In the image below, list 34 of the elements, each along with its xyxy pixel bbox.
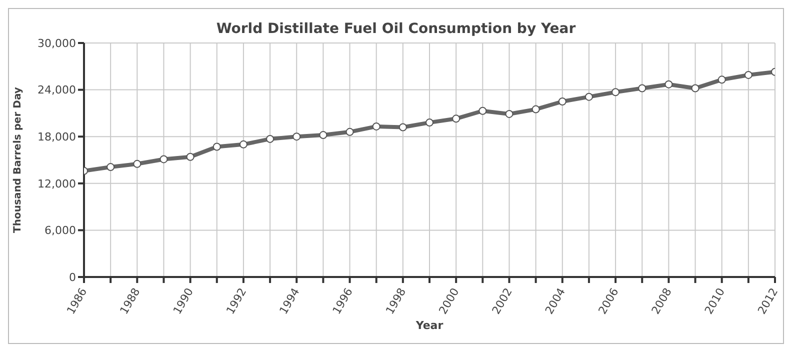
point (292, 132, 301, 141)
x-axis-title: Year (414, 319, 444, 332)
point (664, 80, 673, 88)
point (505, 110, 514, 118)
y-tick-label: 6,000 (44, 224, 76, 238)
point (612, 88, 620, 96)
point (718, 76, 726, 84)
point (133, 160, 142, 168)
point (638, 84, 646, 92)
point (160, 155, 168, 164)
point (319, 131, 328, 140)
point (346, 128, 354, 136)
y-tick-label: 12,000 (38, 177, 76, 190)
chart-title: World Distillate Fuel Oil Consumption by Year (215, 21, 577, 37)
y-tick-label: 30,000 (38, 36, 76, 50)
point (212, 142, 221, 151)
point (691, 84, 700, 92)
point (106, 163, 115, 172)
point (744, 70, 752, 79)
point (186, 152, 194, 161)
point (478, 106, 487, 115)
point (558, 98, 566, 106)
y-tick-label: 18,000 (38, 130, 76, 144)
y-tick-label: 24,000 (38, 84, 76, 97)
point (239, 140, 248, 148)
point (532, 105, 540, 114)
point (452, 114, 460, 123)
point (426, 118, 434, 127)
point (372, 122, 380, 130)
point (266, 134, 274, 143)
y-axis-title: Thousand Barrels per Day (12, 86, 24, 233)
point (584, 92, 593, 101)
y-tick-label: 0 (69, 270, 76, 284)
point (398, 123, 407, 132)
